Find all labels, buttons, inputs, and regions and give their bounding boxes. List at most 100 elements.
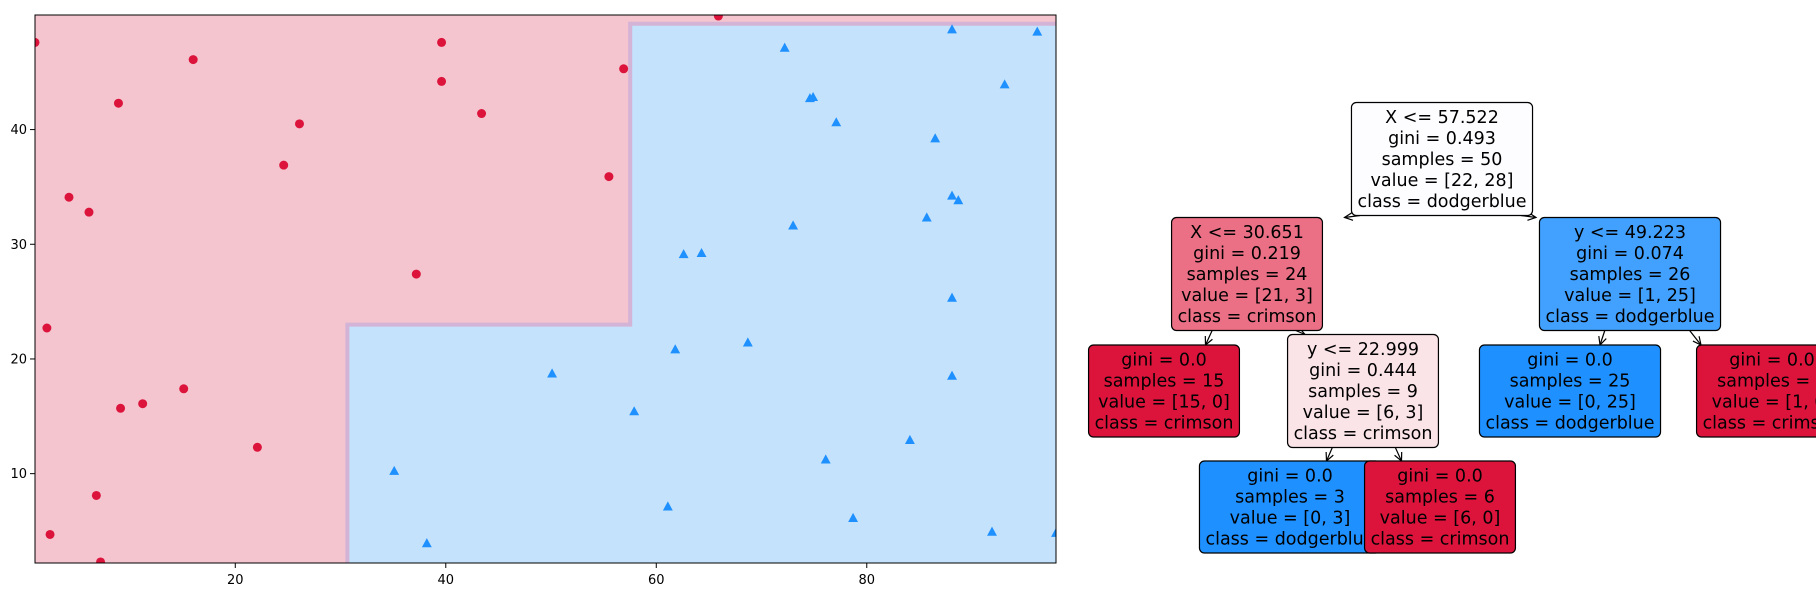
point-crimson	[437, 76, 447, 86]
node-text-line: samples = 24	[1187, 265, 1308, 285]
node-text-line: samples = 50	[1382, 150, 1503, 170]
node-box	[1286, 333, 1440, 449]
node-text-line: gini = 0.219	[1193, 244, 1301, 264]
tree-edge	[1599, 330, 1606, 346]
node-text-line: X <= 57.522	[1385, 108, 1499, 128]
node-text-line: gini = 0.074	[1576, 244, 1684, 264]
point-dodgerblue	[808, 91, 819, 102]
point-crimson	[138, 399, 148, 409]
node-text-line: gini = 0.0	[1247, 467, 1333, 487]
point-crimson	[116, 403, 126, 413]
point-crimson	[179, 384, 189, 394]
node-text-line: samples = 1	[1717, 372, 1816, 392]
node-text-line: value = [6, 0]	[1380, 509, 1501, 529]
point-dodgerblue	[788, 220, 799, 230]
node-text-line: gini = 0.493	[1388, 129, 1496, 149]
decision-boundary-plot: 20 40 60 80 10 20 30 40	[10, 14, 1057, 588]
x-tick-label: 80	[858, 573, 875, 588]
node-text-line: gini = 0.0	[1121, 351, 1207, 371]
node-box	[1695, 344, 1816, 438]
node-text-line: class = crimson	[1371, 530, 1510, 550]
point-dodgerblue	[662, 501, 673, 511]
scatter-points	[35, 15, 1056, 563]
point-crimson	[252, 442, 262, 452]
point-dodgerblue	[848, 512, 859, 522]
point-dodgerblue	[742, 337, 753, 347]
point-crimson	[411, 269, 421, 279]
x-axis-ticks: 20 40 60 80	[227, 563, 875, 588]
region-crimson	[35, 15, 1056, 563]
point-crimson	[113, 98, 123, 108]
x-tick-label: 20	[227, 573, 244, 588]
node-text-line: samples = 25	[1510, 372, 1631, 392]
point-crimson	[84, 207, 94, 217]
node-text-line: value = [6, 3]	[1303, 403, 1424, 423]
node-text-line: y <= 22.999	[1307, 340, 1419, 360]
point-dodgerblue	[678, 249, 689, 259]
point-dodgerblue	[947, 292, 957, 302]
point-dodgerblue	[1032, 26, 1043, 36]
point-crimson	[64, 192, 74, 202]
node-text-line: value = [15, 0]	[1098, 393, 1230, 413]
point-dodgerblue	[947, 24, 957, 34]
node-box	[1538, 216, 1722, 332]
node-text-line: samples = 9	[1308, 382, 1418, 402]
point-dodgerblue	[904, 434, 915, 444]
point-dodgerblue	[999, 79, 1010, 89]
point-crimson	[477, 109, 487, 119]
point-dodgerblue	[947, 190, 957, 200]
point-dodgerblue	[696, 247, 707, 258]
node-text-line: class = crimson	[1294, 424, 1433, 444]
point-crimson	[91, 490, 101, 500]
y-tick-label: 20	[10, 352, 27, 367]
node-text-line: class = crimson	[1703, 414, 1816, 434]
point-dodgerblue	[947, 370, 957, 380]
node-text-line: class = dodgerblue	[1545, 307, 1714, 327]
tree-edge	[1295, 329, 1306, 336]
point-crimson	[604, 172, 614, 182]
tree-edge	[1689, 330, 1702, 346]
point-dodgerblue	[670, 344, 681, 354]
y-tick-label: 30	[10, 238, 27, 253]
y-tick-label: 10	[10, 467, 27, 482]
point-dodgerblue	[389, 465, 400, 475]
node-box	[1350, 101, 1534, 217]
node-box	[1478, 344, 1662, 438]
node-text-line: class = dodgerblue	[1485, 414, 1654, 434]
node-text-line: y <= 49.223	[1574, 223, 1686, 243]
x-tick-label: 40	[438, 573, 455, 588]
decision-boundary-line	[345, 21, 1056, 563]
node-text-line: class = dodgerblue	[1205, 530, 1374, 550]
node-text-line: value = [1, 0]	[1712, 393, 1816, 413]
node-text-line: value = [22, 28]	[1371, 171, 1514, 191]
node-text-line: samples = 26	[1570, 265, 1691, 285]
node-text-line: gini = 0.0	[1729, 351, 1815, 371]
point-crimson	[294, 119, 304, 129]
point-dodgerblue	[921, 212, 932, 222]
tree-edge-arrowhead	[1343, 212, 1354, 221]
point-crimson	[437, 37, 447, 47]
point-dodgerblue	[831, 117, 842, 127]
point-crimson	[96, 557, 106, 563]
node-text-line: class = crimson	[1095, 414, 1234, 434]
point-crimson	[188, 55, 198, 65]
point-dodgerblue	[930, 133, 941, 143]
node-box	[1087, 344, 1241, 438]
node-text-line: class = crimson	[1178, 307, 1317, 327]
node-text-line: gini = 0.444	[1309, 361, 1417, 381]
node-text-line: value = [1, 25]	[1564, 286, 1696, 306]
node-text-line: value = [0, 25]	[1504, 393, 1636, 413]
node-text-line: class = dodgerblue	[1357, 192, 1526, 212]
node-text-line: value = [21, 3]	[1181, 286, 1313, 306]
node-text-line: value = [0, 3]	[1230, 509, 1351, 529]
